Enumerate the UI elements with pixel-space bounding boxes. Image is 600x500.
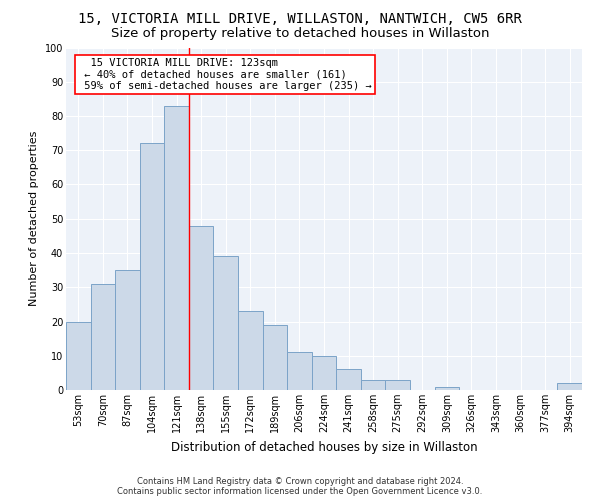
Bar — [115, 270, 140, 390]
Bar — [91, 284, 115, 390]
Bar — [189, 226, 214, 390]
Text: 15, VICTORIA MILL DRIVE, WILLASTON, NANTWICH, CW5 6RR: 15, VICTORIA MILL DRIVE, WILLASTON, NANT… — [78, 12, 522, 26]
Bar — [214, 256, 238, 390]
Bar — [385, 380, 410, 390]
Bar — [140, 144, 164, 390]
Bar — [312, 356, 336, 390]
Bar — [66, 322, 91, 390]
Bar — [263, 325, 287, 390]
Bar — [361, 380, 385, 390]
Text: 15 VICTORIA MILL DRIVE: 123sqm
 ← 40% of detached houses are smaller (161)
 59% : 15 VICTORIA MILL DRIVE: 123sqm ← 40% of … — [78, 58, 372, 91]
Bar — [557, 383, 582, 390]
Text: Size of property relative to detached houses in Willaston: Size of property relative to detached ho… — [111, 28, 489, 40]
Y-axis label: Number of detached properties: Number of detached properties — [29, 131, 39, 306]
Bar — [336, 370, 361, 390]
X-axis label: Distribution of detached houses by size in Willaston: Distribution of detached houses by size … — [170, 440, 478, 454]
Bar — [434, 386, 459, 390]
Bar — [238, 311, 263, 390]
Bar — [164, 106, 189, 390]
Text: Contains HM Land Registry data © Crown copyright and database right 2024.
Contai: Contains HM Land Registry data © Crown c… — [118, 476, 482, 496]
Bar — [287, 352, 312, 390]
